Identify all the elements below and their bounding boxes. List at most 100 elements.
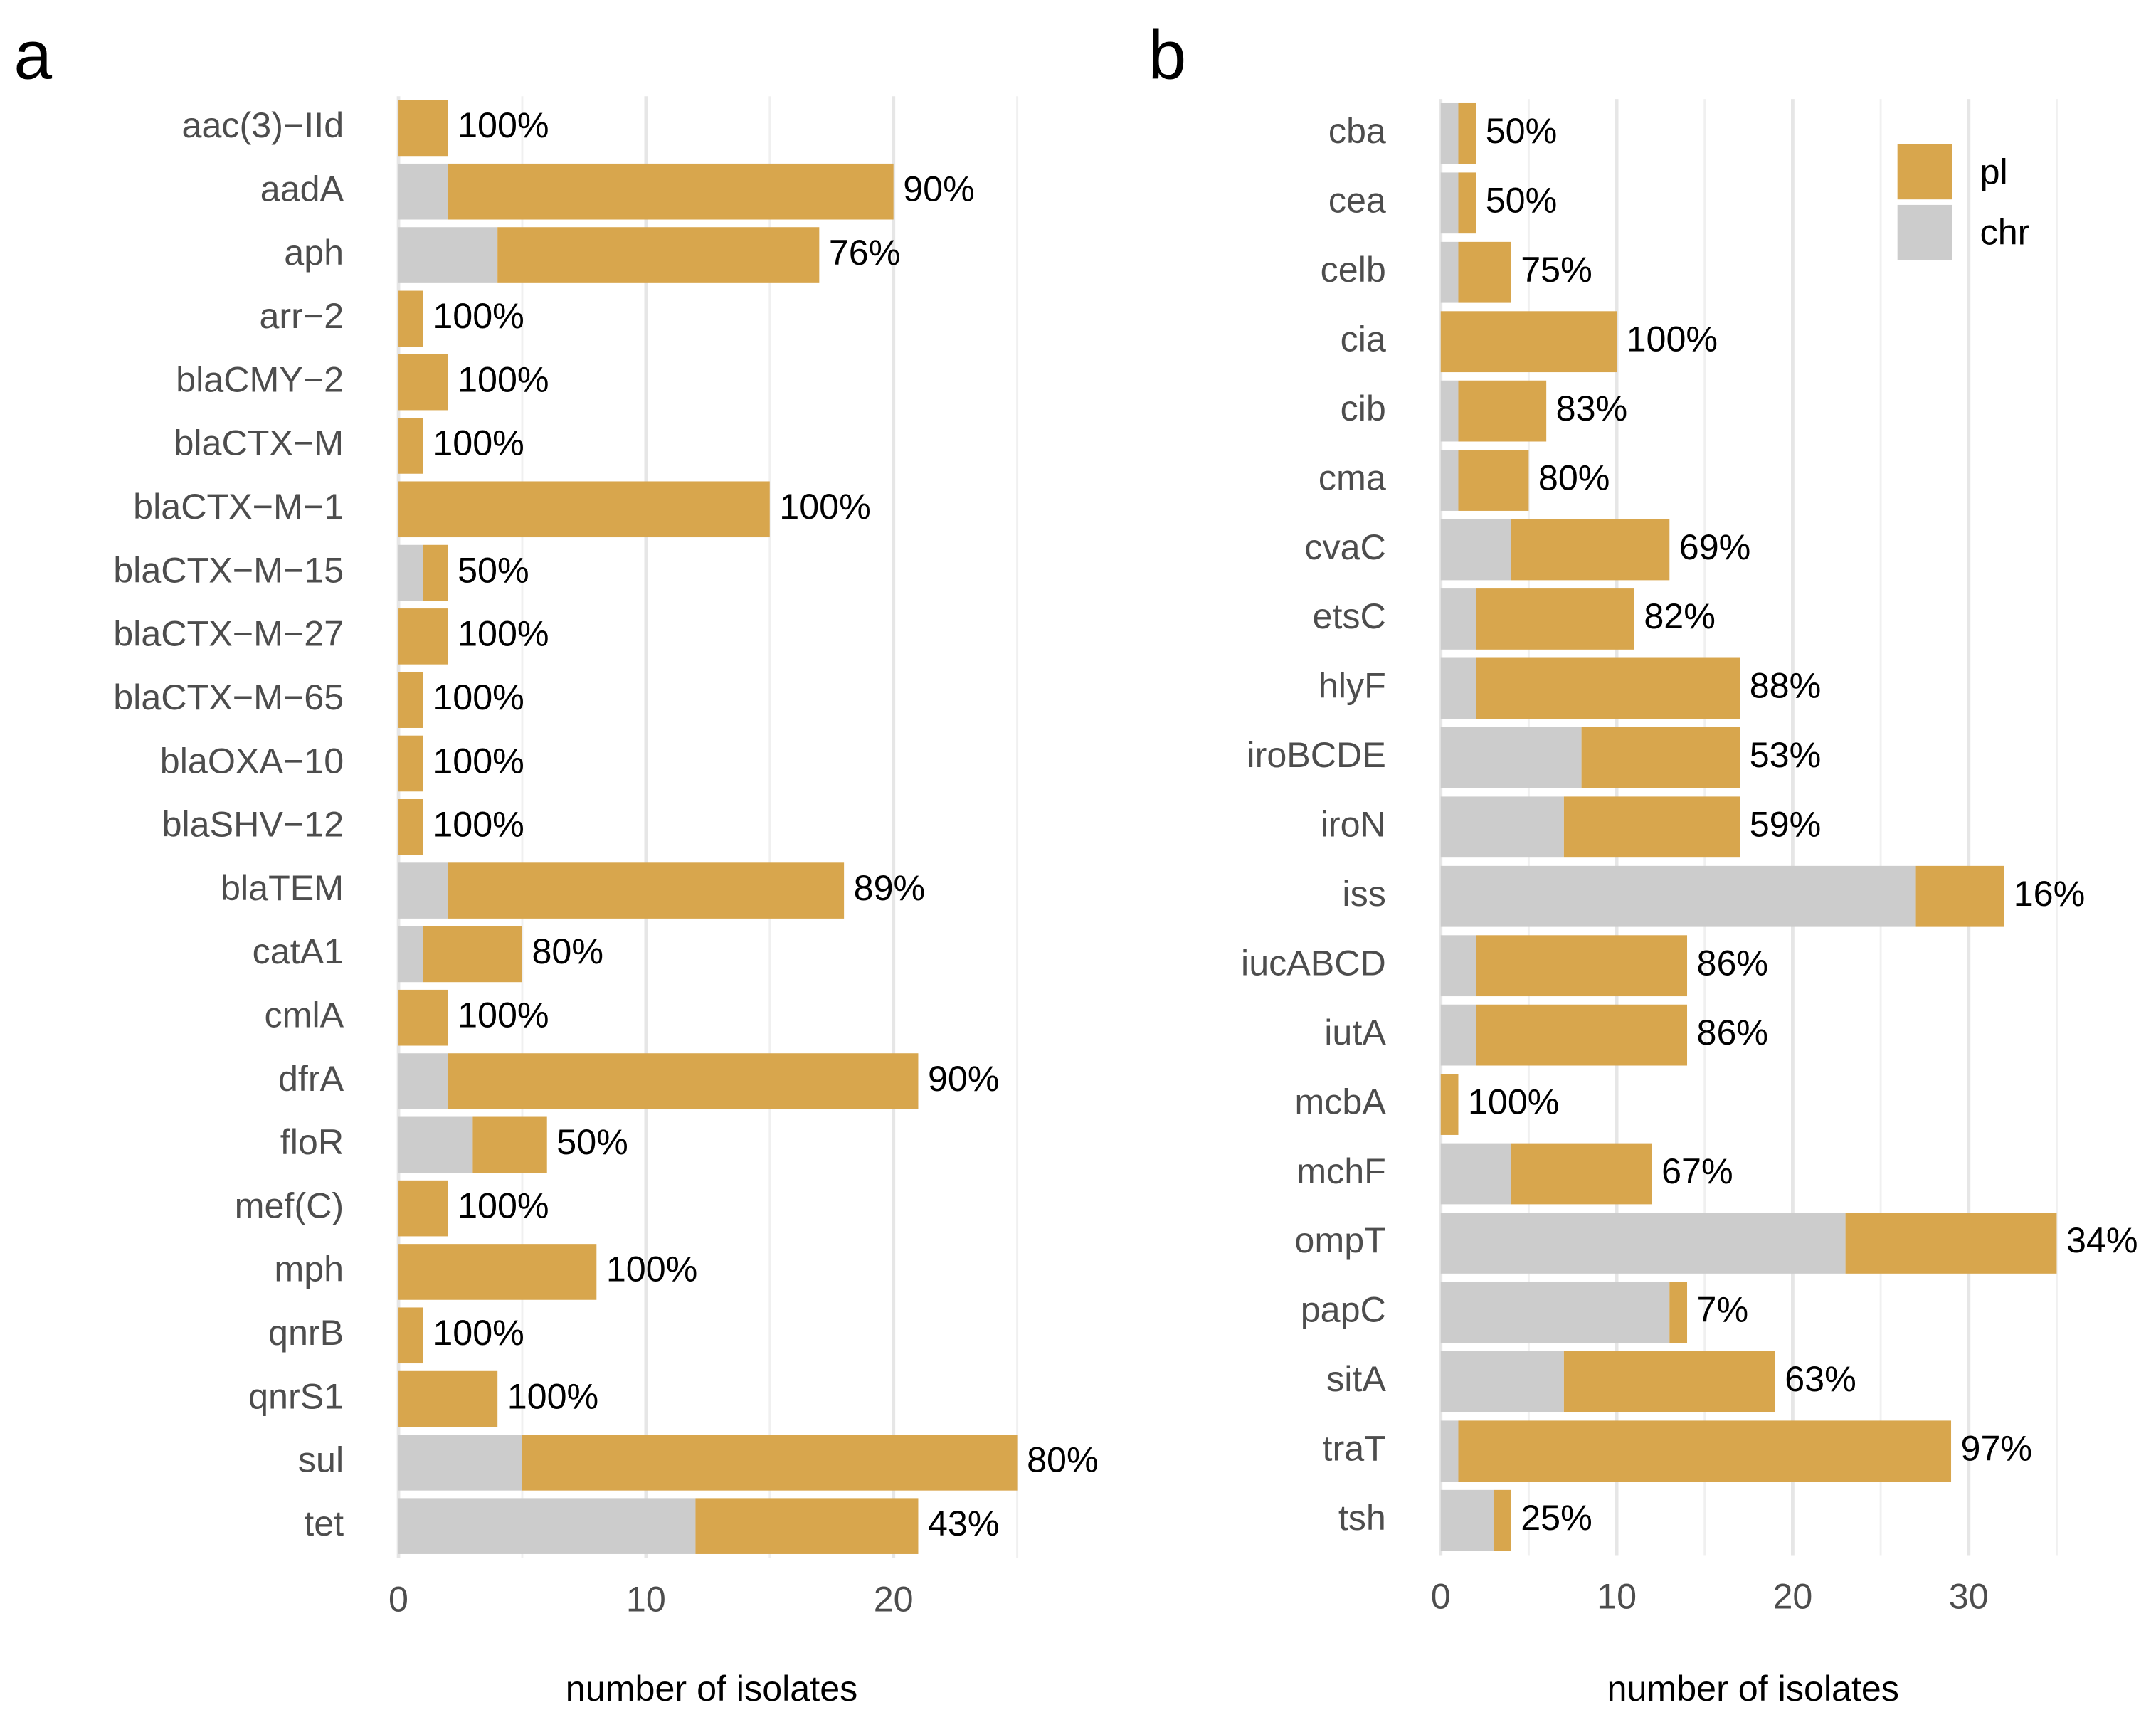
bar-segment <box>1511 519 1670 581</box>
bar-segment <box>398 798 423 855</box>
bar-label: 86% <box>1697 943 1769 983</box>
bar-segment <box>1845 1213 2057 1274</box>
bar-segment <box>1440 450 1459 511</box>
y-tick-label: cma <box>1319 458 1386 497</box>
bar-label: 59% <box>1750 805 1822 845</box>
bar-label: 97% <box>1961 1429 2033 1469</box>
bar-label: 100% <box>433 741 524 781</box>
bar-label: 67% <box>1661 1151 1733 1191</box>
bar-label: 100% <box>779 487 870 527</box>
bar-segment <box>1440 311 1617 373</box>
bar-label: 25% <box>1521 1498 1592 1538</box>
y-tick-label: blaCTX−M−1 <box>133 487 344 527</box>
y-tick-label: cmlA <box>264 995 344 1035</box>
bar-label: 34% <box>2066 1220 2138 1260</box>
bar-label: 76% <box>829 233 901 273</box>
y-tick-label: blaTEM <box>221 868 344 908</box>
bar-segment <box>398 672 423 728</box>
x-tick-label: 20 <box>1772 1577 1812 1617</box>
bar-segment <box>1440 1074 1459 1135</box>
y-tick-label: dfrA <box>278 1059 344 1099</box>
bar-label: 100% <box>1468 1082 1559 1121</box>
bar-label: 100% <box>433 296 524 336</box>
bar-label: 100% <box>433 805 524 845</box>
y-tick-label: sitA <box>1326 1359 1386 1399</box>
y-tick-label: floR <box>280 1122 344 1162</box>
bar-segment <box>398 544 423 601</box>
bar-segment <box>1476 588 1634 650</box>
y-tick-label: iucABCD <box>1241 943 1386 983</box>
bar-segment <box>522 1435 1018 1491</box>
x-axis-title: number of isolates <box>566 1669 857 1708</box>
bar-segment <box>1440 380 1459 442</box>
y-tick-label: tet <box>304 1504 344 1543</box>
y-tick-label: celb <box>1321 250 1386 290</box>
y-tick-label: traT <box>1323 1429 1386 1469</box>
y-tick-label: ompT <box>1294 1220 1385 1260</box>
bar-segment <box>398 481 770 538</box>
bar-label: 75% <box>1521 250 1592 290</box>
bar-segment <box>1915 865 2004 927</box>
bar-label: 100% <box>458 614 549 654</box>
bar-segment <box>1476 1004 1688 1066</box>
bar-segment <box>1440 172 1459 234</box>
bar-label: 100% <box>458 105 549 145</box>
y-tick-label: mph <box>274 1250 344 1289</box>
bar-label: 100% <box>433 1313 524 1353</box>
x-tick-label: 0 <box>389 1579 408 1619</box>
y-tick-label: cib <box>1341 389 1386 428</box>
x-tick-label: 10 <box>1597 1577 1637 1617</box>
y-tick-label: cvaC <box>1304 527 1385 567</box>
bar-segment <box>472 1116 547 1173</box>
bar-label: 82% <box>1644 596 1716 636</box>
y-tick-label: blaCTX−M−15 <box>113 550 344 590</box>
bar-segment <box>1458 102 1476 164</box>
bar-label: 69% <box>1679 527 1751 567</box>
bar-segment <box>1440 1420 1459 1482</box>
bar-segment <box>398 608 448 665</box>
bar-label: 100% <box>433 677 524 717</box>
bar-segment <box>1563 796 1740 858</box>
bar-segment <box>398 1498 696 1554</box>
y-tick-label: iroBCDE <box>1247 735 1385 775</box>
bar-segment <box>1440 1282 1670 1343</box>
bar-segment <box>1440 727 1582 788</box>
y-tick-label: cia <box>1341 319 1386 359</box>
bar-label: 89% <box>854 868 926 908</box>
y-tick-label: blaCTX−M−27 <box>113 614 344 654</box>
bar-segment <box>398 163 448 220</box>
y-tick-label: blaCTX−M <box>174 423 344 463</box>
bar-segment <box>398 100 448 157</box>
bar-segment <box>398 354 448 411</box>
bar-label: 50% <box>458 550 529 590</box>
legend-label: pl <box>1980 152 2008 192</box>
bar-segment <box>1476 935 1688 997</box>
bar-segment <box>1493 1489 1511 1551</box>
y-tick-label: hlyF <box>1319 666 1386 706</box>
bar-label: 50% <box>1486 111 1558 151</box>
bar-label: 53% <box>1750 735 1822 775</box>
bar-segment <box>1440 241 1459 303</box>
bar-segment <box>398 418 423 474</box>
bar-segment <box>1440 657 1476 719</box>
bar-segment <box>1440 796 1564 858</box>
bar-segment <box>1476 657 1740 719</box>
bar-label: 100% <box>606 1250 697 1289</box>
bar-segment <box>398 1244 597 1300</box>
x-axis-title: number of isolates <box>1607 1669 1899 1708</box>
y-tick-label: aph <box>284 233 344 273</box>
bar-segment <box>1458 241 1511 303</box>
bar-label: 50% <box>1486 181 1558 221</box>
bar-segment <box>1458 172 1476 234</box>
bar-segment <box>1440 865 1916 927</box>
y-tick-label: cea <box>1328 181 1386 221</box>
bar-label: 100% <box>458 995 549 1035</box>
y-tick-label: qnrB <box>268 1313 344 1353</box>
bar-label: 50% <box>556 1122 628 1162</box>
bar-segment <box>423 544 448 601</box>
bar-segment <box>1511 1143 1652 1205</box>
bar-segment <box>398 862 448 919</box>
bar-segment <box>398 1370 498 1427</box>
y-tick-label: mef(C) <box>235 1185 344 1225</box>
bar-segment <box>1440 102 1459 164</box>
